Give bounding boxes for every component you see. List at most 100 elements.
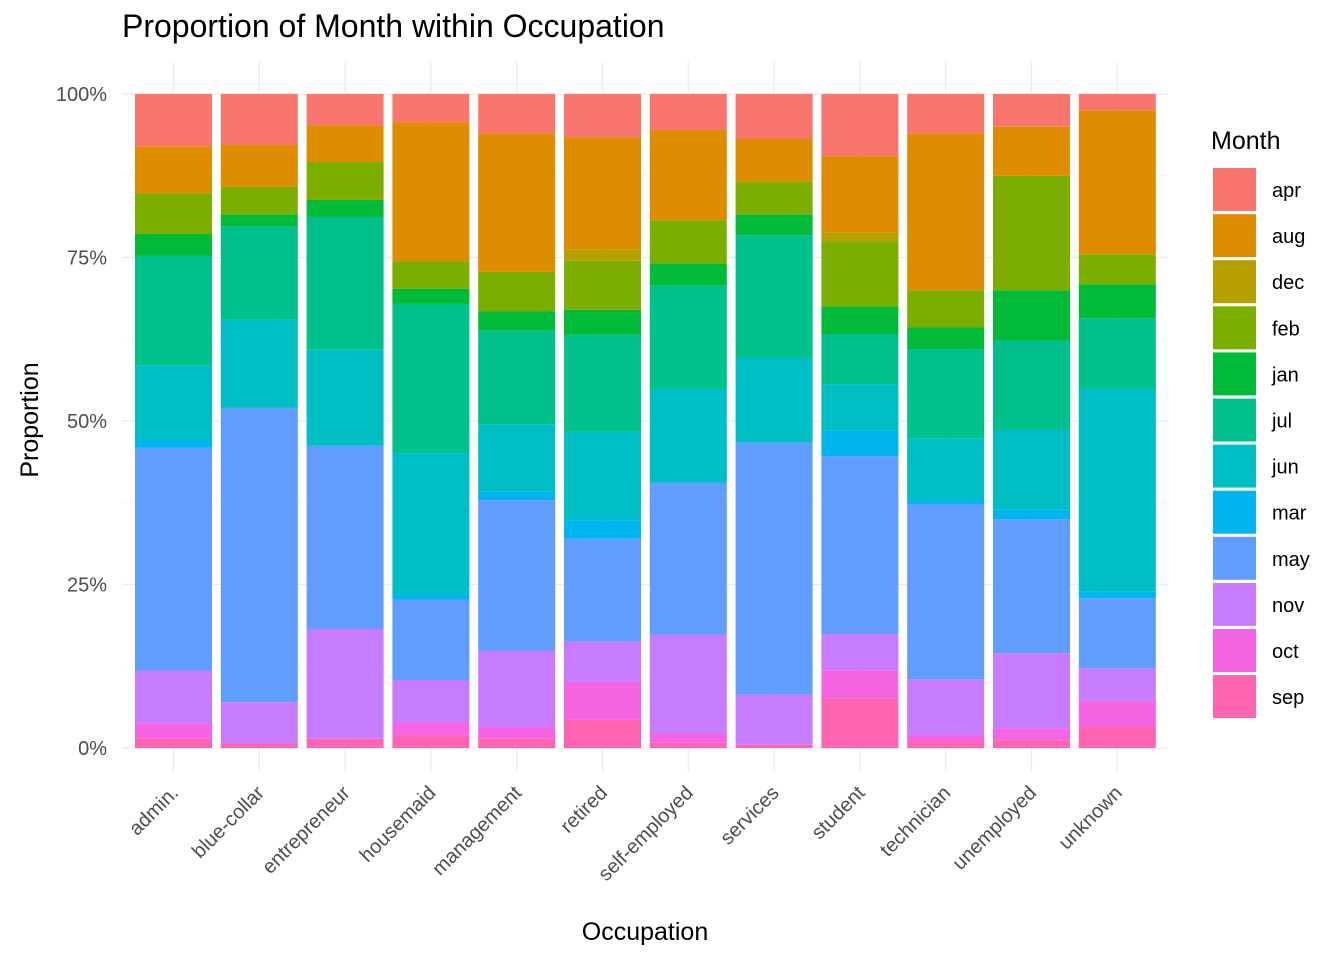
bar-segment-housemaid-nov	[392, 679, 470, 723]
bar-segment-management-jul	[478, 330, 556, 425]
bar-segment-technician-may	[907, 504, 985, 680]
bar-segment-entrepreneur-sep	[306, 738, 384, 748]
bar-segment-entrepreneur-apr	[306, 94, 384, 126]
bar-segment-unknown-sep	[1078, 727, 1156, 748]
bar-segment-technician-jan	[907, 327, 985, 350]
legend-label-sep: sep	[1272, 687, 1304, 709]
legend-label-oct: oct	[1272, 641, 1299, 663]
legend-label-nov: nov	[1272, 595, 1304, 617]
bar-segment-management-oct	[478, 727, 556, 739]
bar-segment-entrepreneur-nov	[306, 628, 384, 739]
bar-segment-retired-may	[564, 538, 641, 642]
bar-segment-student-oct	[821, 670, 899, 699]
bar-segment-self-employed-feb	[649, 220, 727, 264]
bar-segment-student-sep	[821, 698, 899, 748]
bar-segment-blue-collar-apr	[220, 94, 298, 146]
legend-swatch-aug	[1213, 214, 1256, 258]
legend-swatch-dec	[1213, 260, 1256, 304]
bar-segment-admin-nov	[135, 670, 212, 724]
y-axis-ticks: 0% 25% 50% 75% 100%	[56, 84, 107, 760]
bar-segment-blue-collar-sep	[220, 743, 298, 748]
bar-segment-unknown-jan	[1078, 284, 1156, 319]
bar-segment-unemployed-may	[993, 519, 1070, 654]
x-tick-label: unknown	[1055, 782, 1127, 854]
legend-label-aug: aug	[1272, 226, 1305, 248]
bar-segment-blue-collar-jan	[220, 214, 298, 227]
bar-segment-management-feb	[478, 271, 556, 312]
bar-segment-blue-collar-may	[220, 407, 298, 703]
bar-segment-retired-sep	[564, 719, 641, 748]
bar-segment-unemployed-jan	[993, 290, 1070, 341]
bar-segment-retired-mar	[564, 520, 641, 539]
bar-segment-technician-sep	[907, 741, 985, 748]
bar-segment-unknown-mar	[1078, 591, 1156, 599]
bar-segment-management-nov	[478, 650, 556, 728]
bar-segment-entrepreneur-jun	[306, 349, 384, 446]
legend: Month apr aug dec feb jan jul jun mar may nov oct s…	[1211, 127, 1310, 719]
bar-segment-management-jan	[478, 311, 556, 331]
bar-segment-services-jan	[735, 214, 813, 236]
bar-segment-housemaid-jan	[392, 288, 470, 304]
bar-segment-housemaid-sep	[392, 735, 470, 748]
bar-segment-technician-nov	[907, 679, 985, 735]
bar-segment-management-mar	[478, 491, 556, 501]
bar-segment-self-employed-sep	[649, 742, 727, 748]
bar-segment-housemaid-may	[392, 599, 470, 680]
bar-segment-admin-sep	[135, 738, 212, 748]
legend-swatch-sep	[1213, 675, 1256, 719]
bar-segment-unemployed-apr	[993, 94, 1070, 127]
bar-segment-student-may	[821, 456, 899, 635]
bar-segment-retired-jan	[564, 309, 641, 335]
bar-segment-self-employed-jun	[649, 388, 727, 483]
bar-segment-self-employed-may	[649, 482, 727, 635]
bar-segment-self-employed-apr	[649, 94, 727, 130]
bar-segment-unknown-aug	[1078, 110, 1156, 255]
bar-segment-entrepreneur-aug	[306, 125, 384, 163]
bar-segment-management-aug	[478, 133, 556, 272]
bar-segment-housemaid-apr	[392, 94, 470, 123]
bar-segment-admin-jul	[135, 255, 212, 366]
bar-segment-services-sep	[735, 744, 813, 748]
bar-segment-services-feb	[735, 181, 813, 215]
bar-segment-unemployed-nov	[993, 653, 1070, 729]
legend-label-mar: mar	[1272, 503, 1307, 525]
bar-segment-housemaid-jul	[392, 303, 470, 454]
bar-segment-retired-jun	[564, 431, 641, 521]
bar-segment-self-employed-aug	[649, 129, 727, 221]
x-tick-label: housemaid	[356, 782, 441, 867]
legend-swatch-apr	[1213, 168, 1256, 211]
bar-segment-entrepreneur-jul	[306, 216, 384, 350]
bar-segment-unknown-oct	[1078, 700, 1156, 728]
x-tick-label: admin.	[125, 782, 183, 840]
legend-label-jun: jun	[1271, 457, 1299, 479]
legend-swatch-jul	[1213, 398, 1256, 442]
bar-segment-unemployed-sep	[993, 740, 1070, 748]
legend-label-apr: apr	[1272, 180, 1301, 202]
chart-title: Proportion of Month within Occupation	[122, 8, 665, 44]
legend-title: Month	[1211, 127, 1280, 155]
x-tick-label: unemployed	[948, 782, 1041, 875]
y-tick-label: 75%	[67, 248, 107, 270]
bar-segment-management-sep	[478, 738, 556, 748]
bar-segment-unemployed-jun	[993, 429, 1070, 510]
y-tick-label: 25%	[67, 575, 107, 597]
bar-segment-student-apr	[821, 94, 899, 157]
legend-label-jul: jul	[1271, 411, 1292, 433]
y-axis-title: Proportion	[16, 362, 44, 477]
bar-segment-unknown-apr	[1078, 94, 1156, 111]
bar-segment-unemployed-mar	[993, 509, 1070, 520]
bar-segment-services-aug	[735, 138, 813, 182]
x-tick-label: retired	[556, 782, 612, 838]
legend-label-dec: dec	[1272, 272, 1304, 294]
bar-segment-retired-nov	[564, 641, 641, 682]
bar-segment-housemaid-oct	[392, 722, 470, 736]
bar-segment-retired-oct	[564, 681, 641, 720]
legend-label-feb: feb	[1272, 318, 1300, 340]
bar-segment-blue-collar-jun	[220, 319, 298, 408]
legend-swatch-oct	[1213, 629, 1256, 672]
x-tick-label: technician	[876, 782, 955, 861]
bar-segment-admin-mar	[135, 439, 212, 448]
bar-segment-housemaid-jun	[392, 453, 470, 595]
bar-segment-technician-oct	[907, 734, 985, 742]
